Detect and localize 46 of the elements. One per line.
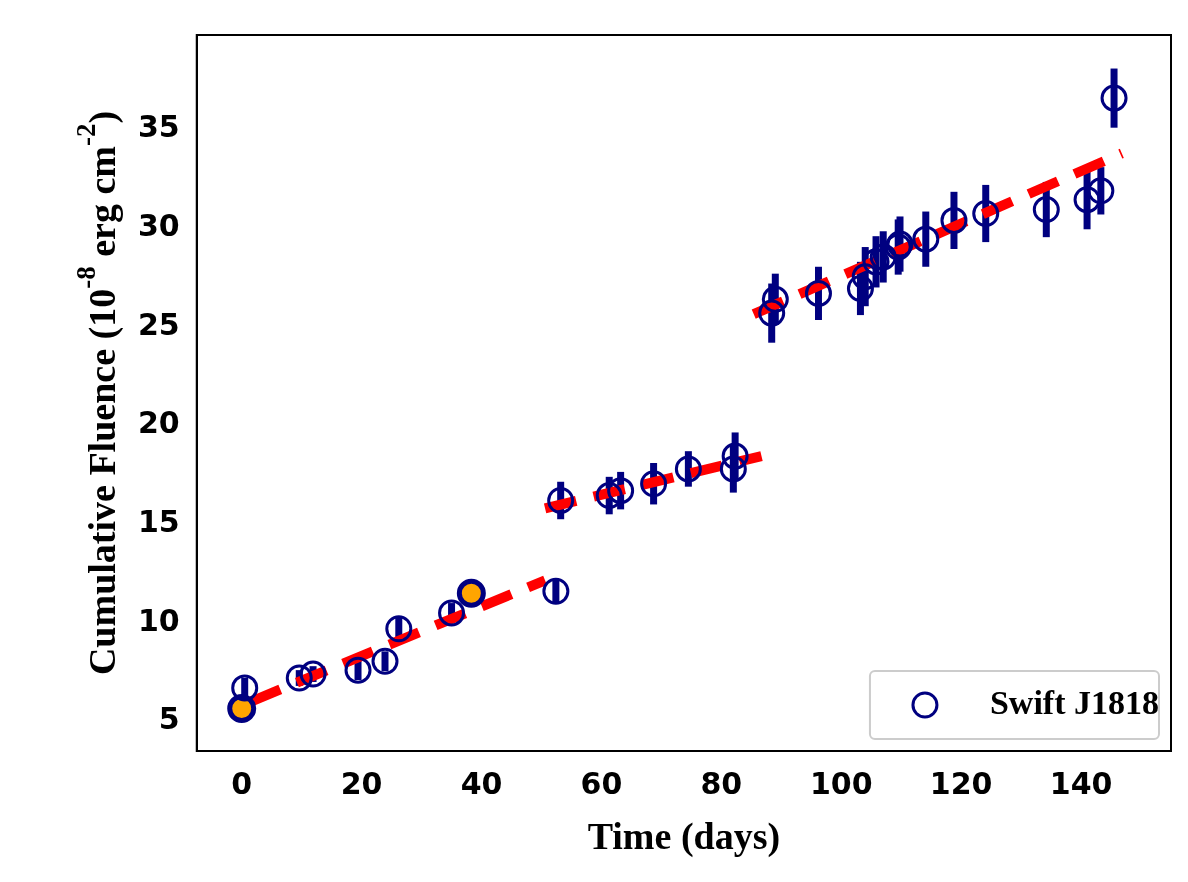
point [804,279,832,307]
x-axis-title: Time (days) [587,814,781,858]
point [227,694,257,724]
x-tick-label: 0 [231,765,253,801]
legend-label: Swift J1818 [989,683,1160,721]
point [456,578,486,608]
point [721,442,749,470]
point [674,455,702,483]
y-tick-label: 10 [138,602,180,638]
y-tick-label: 30 [138,208,180,244]
y-tick-label: 25 [138,306,180,342]
point [758,299,786,327]
x-tick-label: 100 [809,765,873,801]
point [299,660,327,688]
point [912,225,940,253]
point [542,577,570,605]
x-tick-label: 80 [700,765,743,801]
y-tick-label: 5 [158,701,180,737]
x-tick-label: 40 [460,765,503,801]
x-tick-label: 60 [580,765,623,801]
x-tick-label: 120 [929,765,993,801]
point [1073,186,1101,214]
point [846,274,874,302]
point [640,470,668,498]
point [1032,196,1060,224]
point [285,664,313,692]
y-tick-label: 20 [138,405,180,441]
point [344,656,372,684]
point [1100,84,1128,112]
point [595,482,623,510]
x-tick-label: 20 [340,765,383,801]
point [972,200,1000,228]
point [438,599,466,627]
point [719,455,747,483]
y-tick-label: 35 [138,109,180,145]
point [1087,177,1115,205]
point [940,206,968,234]
y-axis-title: Cumulative Fluence (10-8 erg cm-2) [70,110,124,676]
point [547,487,575,514]
point [385,615,413,643]
point [607,477,635,505]
point [761,285,789,313]
y-tick-label: 15 [138,503,180,539]
point [371,647,399,675]
x-tick-label: 140 [1049,765,1113,801]
point [231,674,259,702]
